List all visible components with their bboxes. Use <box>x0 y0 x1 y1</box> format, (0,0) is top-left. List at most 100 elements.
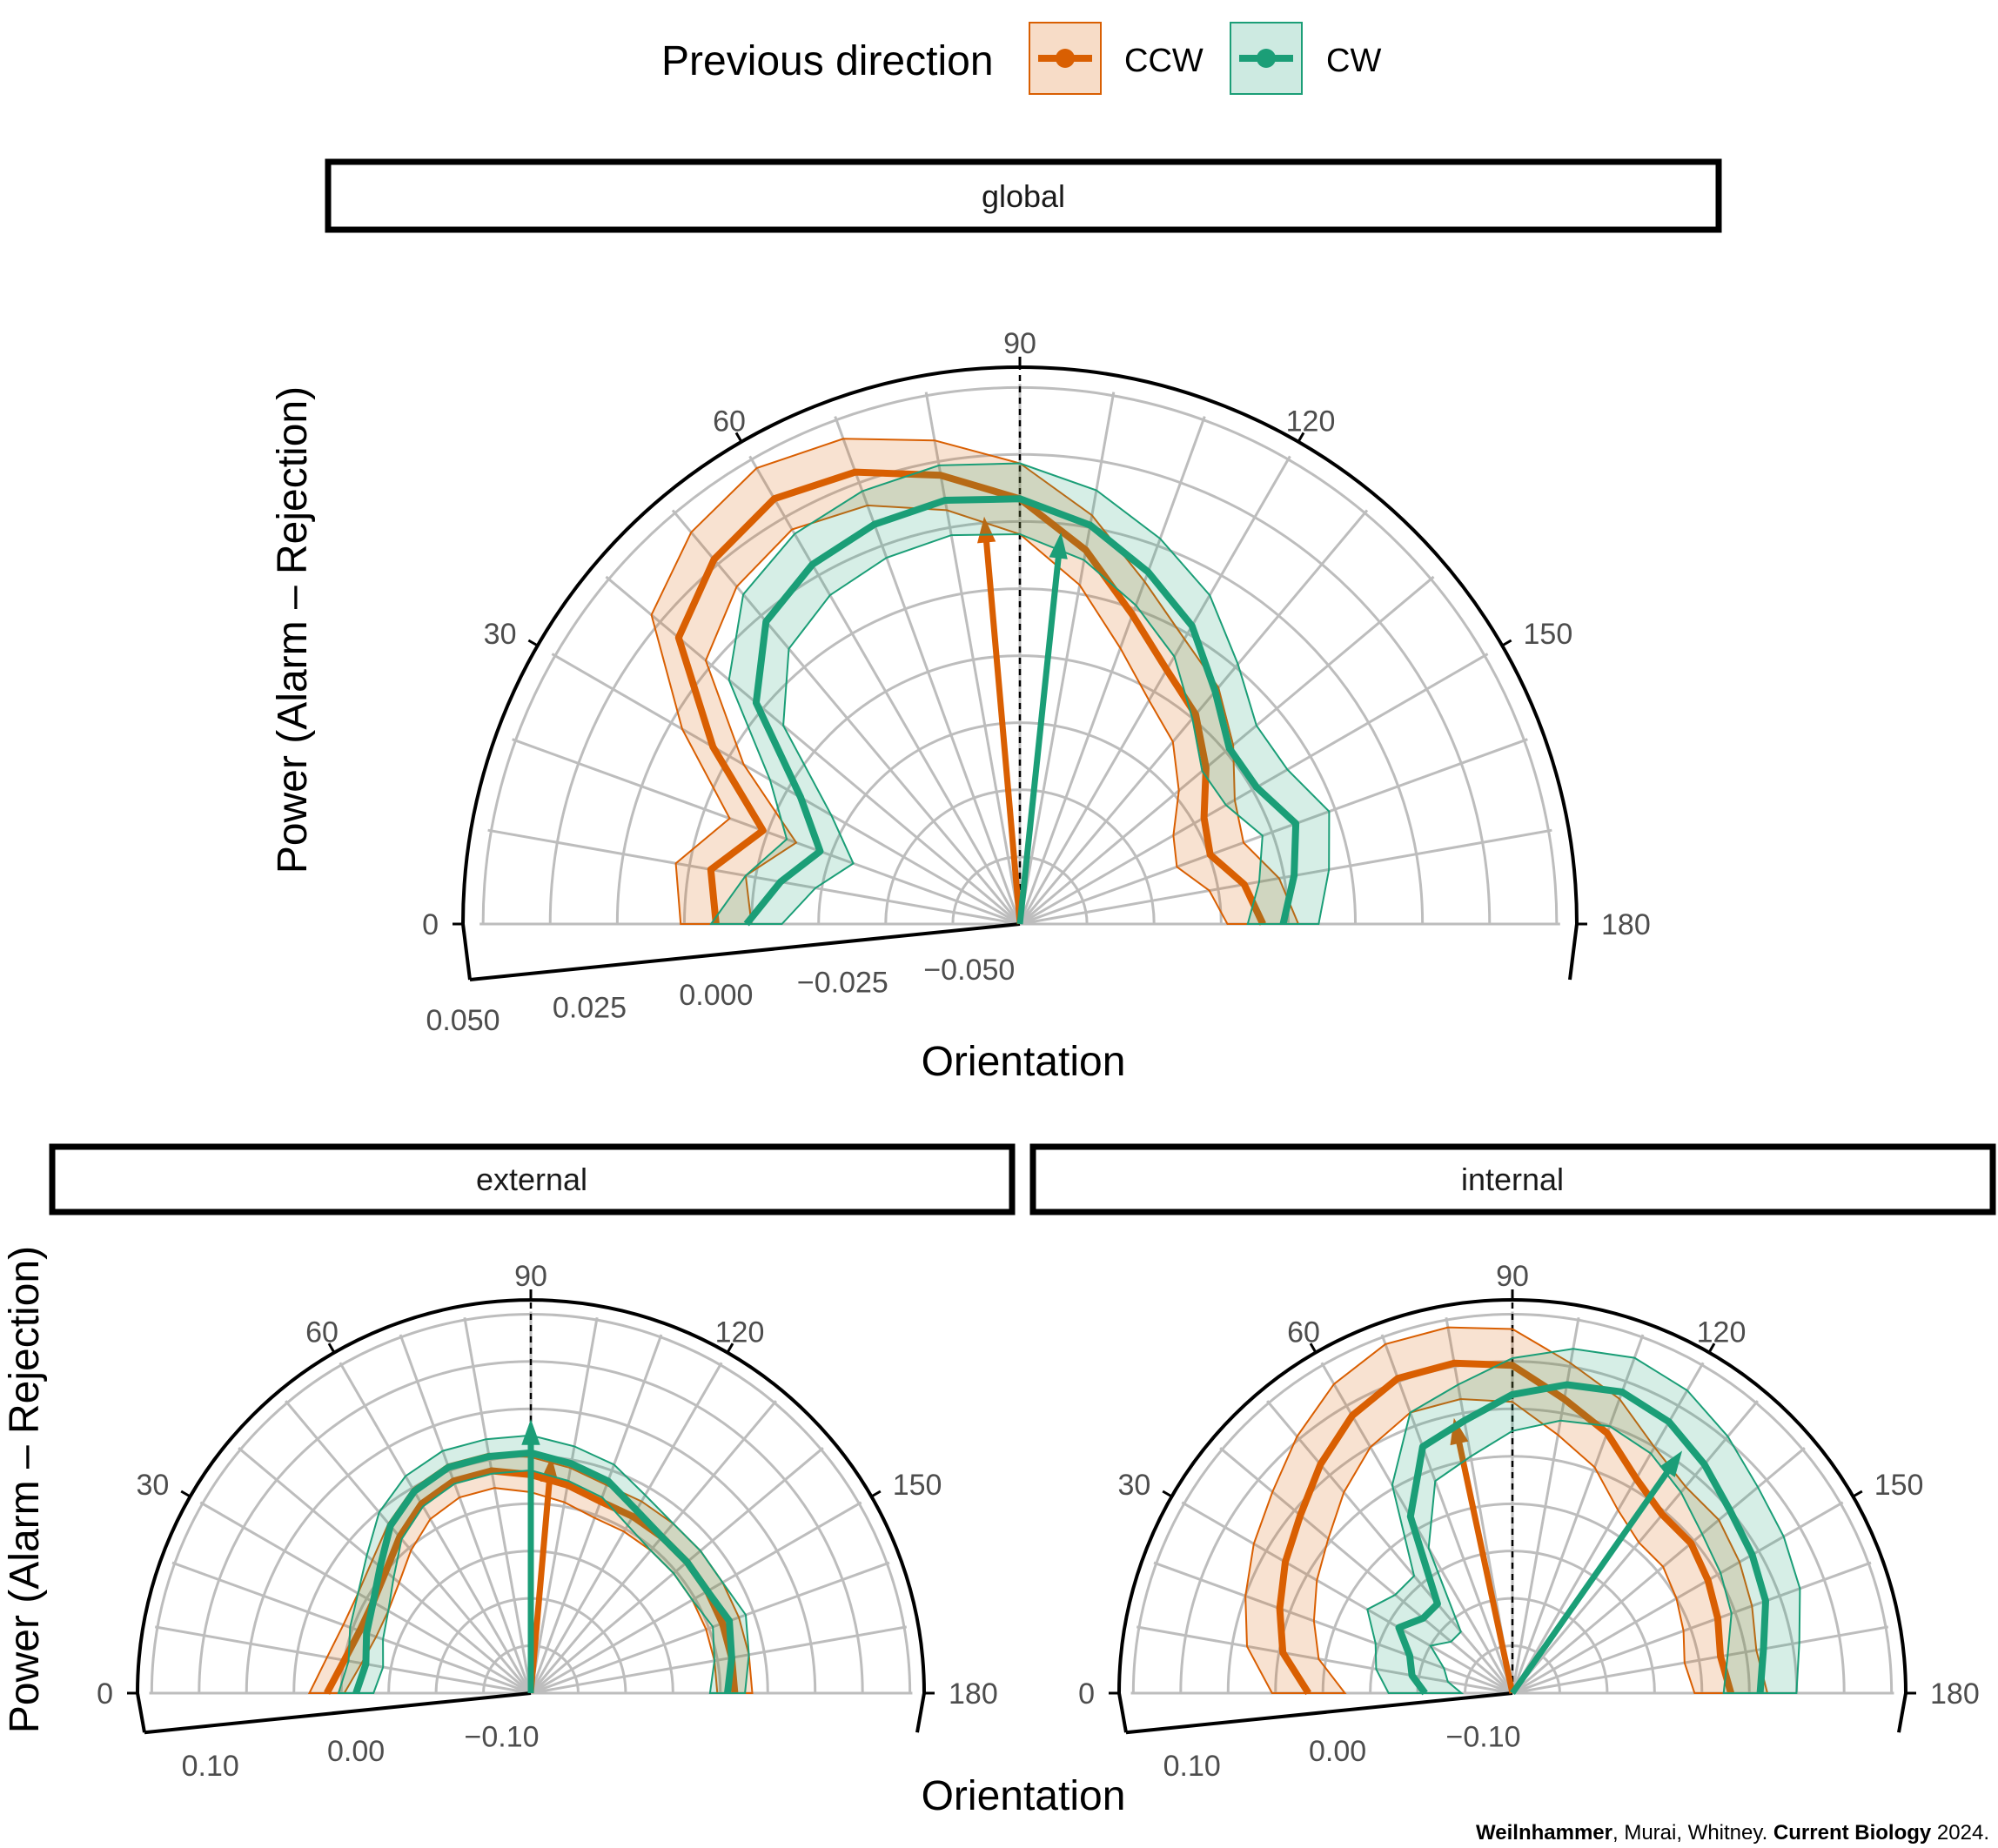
x-axis-title-bottom: Orientation <box>922 1773 1126 1819</box>
grid-spoke <box>487 828 1021 926</box>
theta-tick-label: 90 <box>1003 327 1036 360</box>
legend-ccw-point <box>1056 49 1075 68</box>
theta-tick-mark <box>1162 1490 1173 1498</box>
grid-spoke <box>1153 1561 1513 1695</box>
theta-tick-label: 30 <box>1117 1469 1150 1502</box>
theta-tick-mark <box>870 1490 882 1498</box>
strip-external <box>49 1143 1016 1215</box>
theta-tick-label: 30 <box>136 1469 169 1502</box>
radial-tick-label: −0.10 <box>1446 1720 1521 1753</box>
grid-spoke <box>1511 1400 1759 1694</box>
grid-spoke <box>1511 1316 1580 1694</box>
theta-tick-label: 180 <box>1601 908 1651 941</box>
grid-spoke <box>1019 738 1528 926</box>
grid-spoke <box>463 1316 533 1694</box>
frame-right-tail <box>1568 923 1579 981</box>
radial-tick-label: 0.00 <box>327 1735 385 1768</box>
grid-spoke <box>1018 392 1116 925</box>
radial-tick-label: 0.000 <box>679 979 753 1012</box>
legend: Previous direction CCW CW <box>661 22 1381 95</box>
outer-arc <box>136 1298 926 1694</box>
theta-tick-label: 30 <box>484 618 517 651</box>
x-axis-title-global: Orientation <box>922 1039 1126 1085</box>
theta-tick-mark <box>1852 1490 1863 1498</box>
grid-spoke <box>924 392 1022 925</box>
grid-spoke <box>605 575 1021 926</box>
radial-tick-label: 0.025 <box>553 991 627 1024</box>
credit-line: Weilnhammer, Murai, Whitney. Current Bio… <box>1476 1821 1989 1845</box>
polar-plot-global: 0 30 60 90 120 150 180 −0.050 −0.025 0.000 0.025 0.… <box>422 327 1651 1037</box>
grid-spoke <box>1181 1501 1513 1695</box>
grid-spoke <box>834 416 1022 925</box>
polar-plot-internal: 0 30 60 90 120 150 180 −0.10 0.00 0.10 <box>1078 1260 1980 1783</box>
strip-global-label: global <box>982 178 1065 214</box>
theta-tick-mark <box>1707 1342 1716 1354</box>
theta-tick-label: 0 <box>422 908 439 941</box>
grid-spoke <box>1018 416 1206 925</box>
theta-tick-label: 0 <box>97 1677 113 1711</box>
grid-spoke <box>199 1501 532 1695</box>
radial-tick-label: −0.050 <box>923 954 1015 987</box>
outer-arc <box>1117 1298 1907 1694</box>
grid-spoke <box>1512 1561 1872 1695</box>
theta-tick-mark <box>327 1342 336 1354</box>
arrow-cw <box>1016 551 1063 925</box>
grid-spoke <box>1380 1334 1514 1694</box>
credit-year: 2024. <box>1931 1821 1989 1845</box>
theta-tick-label: 60 <box>1287 1316 1320 1349</box>
line-cw <box>743 495 1300 927</box>
theta-tick-mark <box>734 432 743 443</box>
grid-spoke <box>1512 1447 1806 1695</box>
grid-spoke <box>1136 1625 1513 1695</box>
legend-cw-label: CW <box>1326 43 1381 79</box>
theta-tick-label: 60 <box>713 405 746 438</box>
legend-key-ccw[interactable]: CCW <box>1029 22 1203 95</box>
arrow-ccw <box>982 535 1023 925</box>
grid-spoke <box>1512 1501 1844 1695</box>
grid-spoke <box>285 1400 533 1694</box>
grid-spoke <box>171 1561 532 1695</box>
theta-tick-mark <box>527 639 539 647</box>
radial-tick-label: −0.10 <box>465 1720 540 1753</box>
radial-tick-label: 0.050 <box>426 1004 500 1037</box>
frame-left-tail <box>136 1692 146 1733</box>
theta-tick-label: 120 <box>1697 1316 1747 1349</box>
theta-tick-label: 120 <box>715 1316 765 1349</box>
panel-global: global 0 30 60 90 120 150 180 −0.050 −0.025 0.000… <box>270 158 1722 1085</box>
strip-global <box>325 158 1722 233</box>
frame-left-tail <box>461 923 472 981</box>
grid-spoke <box>671 509 1022 925</box>
theta-tick-mark <box>1309 1342 1317 1354</box>
polar-plot-external: 0 30 60 90 120 150 180 −0.10 0.00 0.10 <box>97 1260 998 1783</box>
radial-tick-label: 0.00 <box>1309 1735 1366 1768</box>
theta-tick-mark <box>726 1342 734 1354</box>
grid-spoke <box>339 1362 533 1694</box>
theta-tick-mark <box>1297 432 1305 443</box>
radial-axis-line <box>1125 1691 1513 1735</box>
credit-author: Weilnhammer <box>1476 1821 1612 1845</box>
band-cw <box>1366 1348 1801 1694</box>
grid-spoke <box>1018 455 1291 925</box>
theta-tick-label: 150 <box>1874 1469 1924 1502</box>
grid-spoke <box>529 1316 599 1694</box>
theta-tick-label: 90 <box>514 1260 547 1293</box>
theta-tick-label: 180 <box>949 1677 998 1711</box>
theta-tick-mark <box>180 1490 191 1498</box>
arrowhead-cw <box>521 1419 540 1445</box>
radial-tick-label: 0.10 <box>182 1750 239 1783</box>
y-axis-title-bottom: Power (Alarm – Rejection) <box>2 1246 48 1733</box>
y-axis-title-global: Power (Alarm – Rejection) <box>270 386 316 874</box>
panel-internal: internal 0 30 60 90 120 150 180 −0.10 0.00 0.10 <box>1029 1143 1996 1783</box>
radial-tick-label: −0.025 <box>797 966 888 999</box>
credit-journal: Current Biology <box>1773 1821 1932 1845</box>
grid-spoke <box>530 1501 862 1695</box>
arrowhead-ccw <box>977 516 996 544</box>
theta-tick-label: 120 <box>1286 405 1336 438</box>
legend-key-cw[interactable]: CW <box>1230 22 1381 95</box>
arrow-ccw <box>527 1475 553 1694</box>
grid-spoke <box>1219 1447 1513 1695</box>
radial-axis-line <box>144 1691 532 1735</box>
theta-tick-label: 150 <box>1524 618 1573 651</box>
theta-tick-label: 60 <box>305 1316 339 1349</box>
